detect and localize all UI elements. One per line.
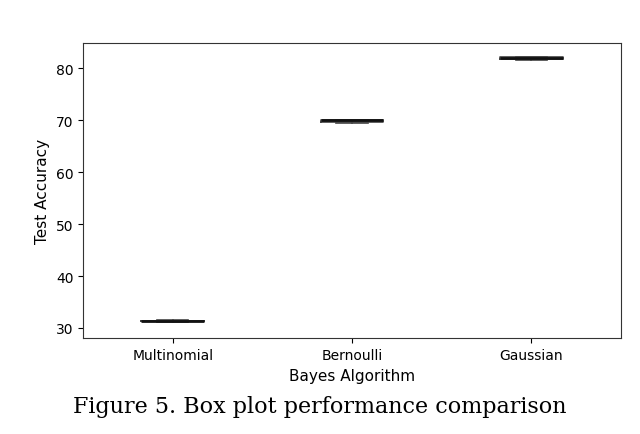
Text: Figure 5. Box plot performance comparison: Figure 5. Box plot performance compariso…: [73, 395, 567, 417]
X-axis label: Bayes Algorithm: Bayes Algorithm: [289, 368, 415, 383]
Y-axis label: Test Accuracy: Test Accuracy: [35, 138, 51, 243]
